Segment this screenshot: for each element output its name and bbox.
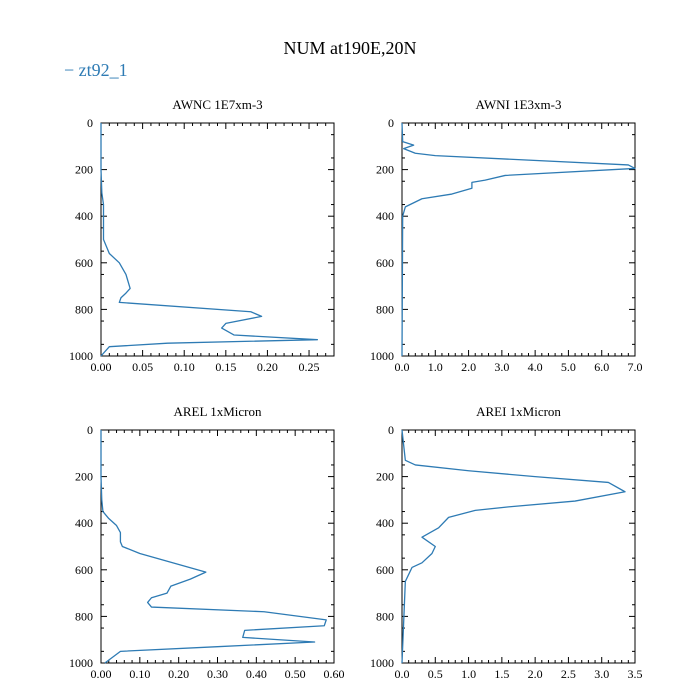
y-tick-label: 1000 [370, 656, 394, 670]
y-tick-label: 800 [75, 302, 93, 316]
legend-marker: − [64, 60, 79, 80]
y-tick-label: 400 [75, 209, 93, 223]
y-tick-label: 1000 [370, 349, 394, 363]
x-tick-label: 4.0 [528, 360, 543, 374]
x-tick-label: 1.0 [428, 360, 443, 374]
x-tick-label: 0.30 [207, 667, 228, 681]
x-tick-label: 2.0 [528, 667, 543, 681]
legend-entry-zt92-1: − zt92_1 [64, 60, 128, 80]
x-tick-label: 1.0 [461, 667, 476, 681]
panel-arel: AREL 1xMicron 0.00 0.10 0.20 0.30 0.40 0.50 0.6… [69, 404, 345, 681]
panel-title-awnc: AWNC 1E7xm-3 [172, 97, 262, 112]
y-tick-label: 400 [75, 516, 93, 530]
legend-label: zt92_1 [79, 60, 128, 80]
y-tick-label: 800 [75, 609, 93, 623]
legend: − zt92_1 [64, 60, 128, 80]
x-tick-label: 0.20 [257, 360, 278, 374]
y-tick-label: 0 [87, 116, 93, 130]
x-tick-label: 0.00 [91, 667, 112, 681]
series-line-arei-zt92-1 [401, 429, 626, 664]
y-tick-label: 400 [376, 209, 394, 223]
x-tick-label: 1.5 [494, 667, 509, 681]
y-tick-label: 800 [376, 609, 394, 623]
x-tick-label: 0.15 [215, 360, 236, 374]
x-tick-label: 0.0 [395, 667, 410, 681]
x-tick-label: 0.5 [428, 667, 443, 681]
y-tick-label: 1000 [69, 656, 93, 670]
x-tick-label: 0.25 [299, 360, 320, 374]
y-tick-label: 1000 [69, 349, 93, 363]
x-tick-label: 0.40 [246, 667, 267, 681]
y-tick-label: 200 [75, 470, 93, 484]
y-tick-label: 600 [75, 256, 93, 270]
plot-frame-awnc [100, 122, 335, 357]
x-tick-label: 0.0 [395, 360, 410, 374]
panel-title-arei: AREI 1xMicron [476, 404, 561, 419]
plot-frame-arel [100, 429, 335, 664]
x-tick-label: 3.0 [594, 667, 609, 681]
y-tick-label: 600 [376, 256, 394, 270]
y-tick-label: 200 [376, 163, 394, 177]
y-tick-label: 200 [376, 470, 394, 484]
x-tick-label: 2.0 [461, 360, 476, 374]
y-tick-label: 0 [388, 423, 394, 437]
y-tick-label: 400 [376, 516, 394, 530]
x-tick-label: 0.10 [174, 360, 195, 374]
x-tick-label: 5.0 [561, 360, 576, 374]
x-tick-label: 6.0 [594, 360, 609, 374]
x-tick-label: 0.50 [285, 667, 306, 681]
x-tick-label: 0.00 [91, 360, 112, 374]
panel-title-awni: AWNI 1E3xm-3 [476, 97, 562, 112]
panel-awni: AWNI 1E3xm-3 0.0 1.0 2.0 3.0 4.0 5.0 6.0 7.0 0 200… [370, 97, 643, 374]
figure-title: NUM at190E,20N [284, 38, 417, 58]
x-tick-label: 7.0 [628, 360, 643, 374]
x-tick-label: 0.05 [132, 360, 153, 374]
panel-arei: AREI 1xMicron 0.0 0.5 1.0 1.5 2.0 2.5 3.0 3.5 0 20… [370, 404, 643, 681]
plot-frame-arei [401, 429, 636, 664]
series-line-arel-zt92-1 [100, 430, 327, 664]
y-tick-label: 800 [376, 302, 394, 316]
y-tick-label: 600 [75, 563, 93, 577]
y-tick-label: 0 [87, 423, 93, 437]
panel-awnc: AWNC 1E7xm-3 0.00 0.05 0.10 0.15 0.20 0.25 0 200… [69, 97, 335, 374]
series-line-awnc-zt92-1 [100, 123, 319, 357]
x-tick-label: 2.5 [561, 667, 576, 681]
plot-frame-awni [401, 122, 636, 357]
series-line-awni-zt92-1 [401, 122, 636, 357]
x-tick-label: 0.60 [324, 667, 345, 681]
y-tick-label: 0 [388, 116, 394, 130]
x-tick-label: 0.20 [168, 667, 189, 681]
x-tick-label: 0.10 [129, 667, 150, 681]
y-tick-label: 200 [75, 163, 93, 177]
panel-title-arel: AREL 1xMicron [174, 404, 262, 419]
chart-panels: AWNC 1E7xm-30.00 0.05 0.10 0.15 0.20 0.250200… [69, 97, 643, 681]
x-tick-label: 3.0 [494, 360, 509, 374]
x-tick-label: 3.5 [628, 667, 643, 681]
y-tick-label: 600 [376, 563, 394, 577]
